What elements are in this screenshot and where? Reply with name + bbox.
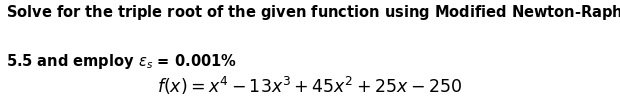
Text: $f(x) = x^4 - 13x^3 + 45x^2 + 25x - 250$: $f(x) = x^4 - 13x^3 + 45x^2 + 25x - 250$ (157, 75, 463, 97)
Text: 5.5 and employ $\varepsilon_s$ = 0.001%: 5.5 and employ $\varepsilon_s$ = 0.001% (6, 52, 237, 71)
Text: Solve for the triple root of the given function using Modified Newton-Raphson. U: Solve for the triple root of the given f… (6, 3, 620, 22)
